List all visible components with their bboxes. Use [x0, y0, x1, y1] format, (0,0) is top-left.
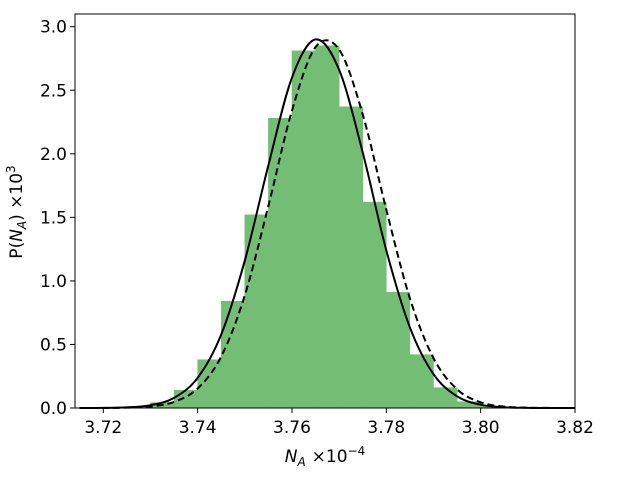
histogram-bar [315, 45, 340, 409]
histogram-bar [386, 292, 411, 409]
y-label-part: A [15, 221, 29, 230]
y-tick-label: 1.5 [40, 208, 67, 228]
x-label-part: N [285, 447, 298, 467]
x-tick-label: 3.72 [84, 418, 122, 438]
x-tick-label: 3.82 [556, 418, 594, 438]
density-line [79, 38, 576, 409]
y-tick-label: 2.5 [40, 81, 67, 101]
histogram-bar [268, 117, 293, 409]
plot-frame [74, 13, 576, 409]
histogram-bar [409, 354, 434, 409]
y-label-part: P( [7, 242, 27, 259]
x-label-part: A [296, 455, 305, 469]
y-label-part: N [7, 229, 27, 242]
y-tick-label: 0.0 [40, 399, 67, 419]
histogram-bar [433, 387, 458, 409]
histogram-bar [338, 106, 363, 409]
x-tick-label: 3.78 [367, 418, 405, 438]
x-label-part: −4 [348, 444, 366, 458]
histogram-bar [220, 300, 246, 409]
y-tick-label: 1.0 [40, 272, 67, 292]
x-tick-label: 3.76 [273, 418, 311, 438]
y-tick-label: 0.5 [40, 335, 67, 355]
y-label-part: 3 [4, 165, 18, 173]
y-tick-label: 3.0 [40, 18, 67, 38]
x-tick-label: 3.80 [462, 418, 500, 438]
histogram-bar [291, 50, 316, 409]
y-axis-label: P(NA) ×103 [4, 165, 29, 258]
x-axis-label: NA ×10−4 [285, 444, 366, 469]
x-tick-label: 3.74 [179, 418, 217, 438]
histogram-bar [197, 359, 222, 409]
y-tick-label: 2.0 [40, 145, 67, 165]
density-line [79, 39, 576, 409]
x-label-part: ×10 [312, 447, 348, 467]
y-label-part: ) ×10 [7, 173, 27, 221]
